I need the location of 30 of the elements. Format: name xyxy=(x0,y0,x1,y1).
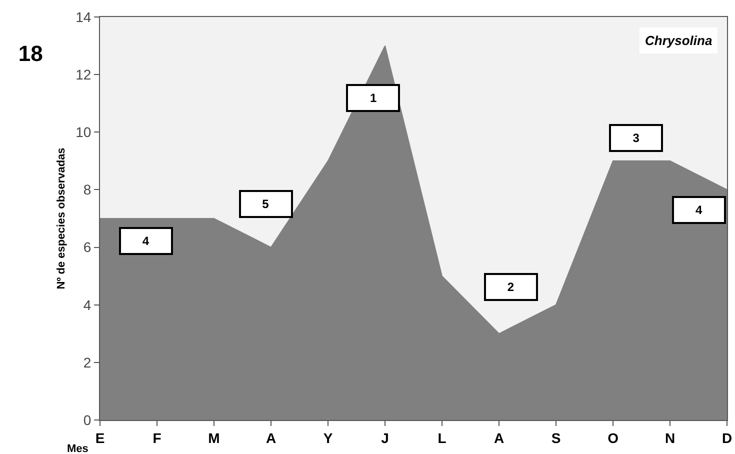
x-axis-title: Mes xyxy=(67,443,88,454)
y-tick-label: 14 xyxy=(76,8,92,25)
text: 18 xyxy=(18,40,43,66)
y-tick-label: 12 xyxy=(76,66,92,82)
label-box: 4 xyxy=(672,196,726,224)
y-tick-label: 6 xyxy=(83,239,92,256)
x-tick-label: M xyxy=(208,430,220,446)
label-box: 4 xyxy=(118,227,173,256)
y-axis-title: Nº de especies observadas xyxy=(55,148,68,290)
y-tick-label: 0 xyxy=(83,412,92,428)
x-tick-label: E xyxy=(95,430,105,446)
label-box: 1 xyxy=(346,84,400,112)
y-tick-label: 10 xyxy=(76,124,92,140)
x-tick-label: J xyxy=(381,430,389,446)
x-tick-label: A xyxy=(494,430,504,446)
x-tick-label: O xyxy=(608,430,619,446)
label-box: 3 xyxy=(609,124,664,152)
label-box: 5 xyxy=(238,190,293,218)
y-tick-label: 4 xyxy=(83,296,92,313)
x-tick-label: D xyxy=(722,430,732,446)
y-tick-label: 2 xyxy=(83,354,92,370)
x-tick-label: L xyxy=(438,430,447,446)
y-tick-label: 8 xyxy=(83,182,92,198)
x-tick-label: N xyxy=(664,430,676,446)
x-tick-label: Y xyxy=(323,430,334,446)
label-box: 2 xyxy=(484,273,538,302)
x-tick-label: S xyxy=(551,430,561,446)
x-tick-label: A xyxy=(266,430,276,446)
x-tick-label: F xyxy=(152,430,162,446)
text: Chrysolina xyxy=(645,33,712,48)
